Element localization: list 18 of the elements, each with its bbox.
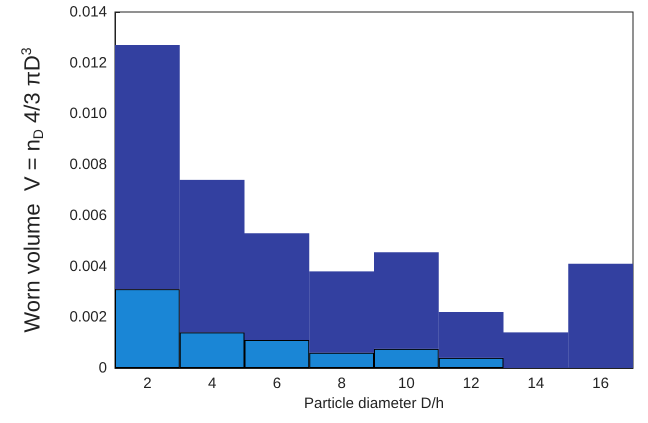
y-tick-label: 0.004 [69, 258, 107, 275]
y-tick-label: 0.002 [69, 308, 107, 326]
x-tick-label: 8 [337, 375, 346, 392]
x-tick-label: 10 [398, 375, 415, 392]
y-tick-label: 0.014 [69, 4, 107, 20]
x-tick-label: 6 [272, 375, 282, 392]
x-tick-label: 12 [462, 375, 480, 392]
x-tick-label: 4 [208, 375, 216, 392]
y-tick-label: 0.006 [69, 206, 107, 224]
y-axis-title: Worn volume V = nD 4/3 πD3 [18, 47, 46, 333]
y-tick-label: 0.010 [69, 105, 107, 122]
x-axis-title: Particle diameter D/h [304, 395, 444, 412]
y-tick-label: 0.012 [69, 54, 107, 72]
y-tick-label: 0.008 [69, 156, 107, 174]
y-tick-label: 0 [98, 360, 107, 376]
x-tick-label: 2 [143, 375, 152, 392]
x-tick-label: 16 [592, 375, 609, 392]
x-tick-label: 14 [528, 375, 544, 392]
